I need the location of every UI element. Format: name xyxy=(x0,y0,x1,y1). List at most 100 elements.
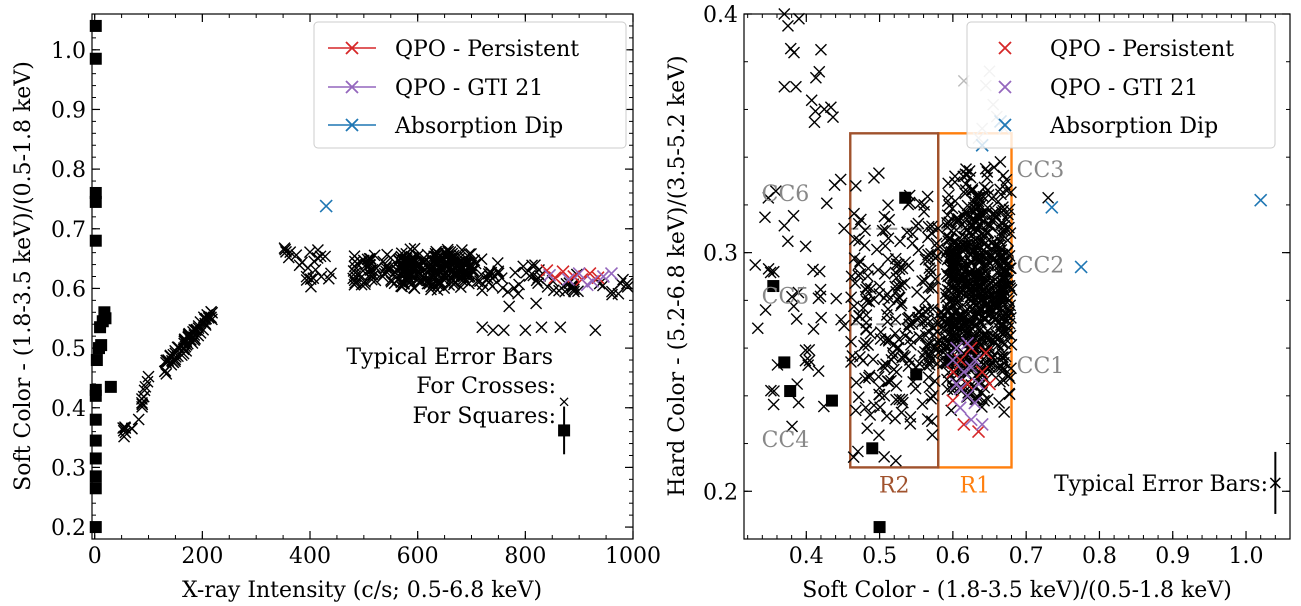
color-class-label-cc3: CC3 xyxy=(1017,158,1065,183)
right-legend-label-qpo-persistent: QPO - Persistent xyxy=(1050,37,1234,62)
left-legend-label-absorption-dip: Absorption Dip xyxy=(394,114,563,139)
data-point-cross xyxy=(463,248,476,261)
data-point-cross xyxy=(519,324,532,337)
data-point-cross xyxy=(881,253,894,266)
data-point-cross xyxy=(885,353,898,366)
data-point-cross xyxy=(977,190,990,203)
data-point-cross xyxy=(141,375,154,388)
data-point-cross xyxy=(400,266,413,279)
data-point-cross xyxy=(862,338,875,351)
data-point-cross xyxy=(867,293,880,306)
data-point-cross xyxy=(554,321,567,334)
data-point-cross xyxy=(802,359,815,372)
data-point-cross xyxy=(989,239,1002,252)
data-point-cross xyxy=(972,335,985,348)
data-point-cross xyxy=(874,401,887,414)
data-point-cross xyxy=(424,283,437,296)
data-point-cross xyxy=(778,80,791,93)
data-point-cross xyxy=(1003,203,1016,216)
data-point-cross xyxy=(785,290,798,303)
data-point-cross xyxy=(887,363,900,376)
data-point-cross xyxy=(848,233,861,246)
data-point-cross xyxy=(348,250,361,263)
data-point-qpo-gti-21 xyxy=(964,413,978,427)
data-point-cross xyxy=(917,349,930,362)
data-point-cross xyxy=(813,65,826,78)
data-point-cross xyxy=(943,216,956,229)
data-point-cross xyxy=(199,317,212,330)
left-error-note-crosses: For Crosses: xyxy=(416,374,556,399)
data-point-cross xyxy=(845,291,858,304)
data-point-cross xyxy=(925,415,938,428)
right-x-tick-label: 0.4 xyxy=(789,544,824,569)
data-point-cross xyxy=(892,341,905,354)
data-point-cross xyxy=(920,360,933,373)
data-point-cross xyxy=(476,284,489,297)
right-legend-marker-absorption-dip xyxy=(998,118,1012,132)
data-point-cross xyxy=(976,369,989,382)
left-data-points xyxy=(89,19,634,534)
data-point-cross xyxy=(943,336,956,349)
data-point-cross xyxy=(188,329,201,342)
data-point-cross xyxy=(971,200,984,213)
data-point-qpo-gti-21 xyxy=(964,360,978,374)
data-point-cross xyxy=(939,349,952,362)
data-point-square xyxy=(778,356,791,369)
left-x-axis-label: X-ray Intensity (c/s; 0.5-6.8 keV) xyxy=(182,578,542,603)
data-point-cross xyxy=(1002,294,1015,307)
data-point-cross xyxy=(951,294,964,307)
data-point-cross xyxy=(838,222,851,235)
data-point-cross xyxy=(845,335,858,348)
data-point-cross xyxy=(475,253,488,266)
data-point-cross xyxy=(199,313,211,326)
data-point-cross xyxy=(984,249,997,262)
data-point-cross xyxy=(950,212,963,225)
data-point-cross xyxy=(605,285,618,298)
right-legend-entry-qpo-persistent: QPO - Persistent xyxy=(998,37,1234,62)
data-point-cross xyxy=(311,252,324,265)
data-point-square xyxy=(910,368,923,381)
data-point-cross xyxy=(862,262,875,275)
data-point-cross xyxy=(971,263,984,276)
data-point-cross xyxy=(998,363,1011,376)
data-point-cross xyxy=(949,260,962,273)
data-point-cross xyxy=(781,235,794,248)
data-point-cross xyxy=(919,253,932,266)
data-point-cross xyxy=(941,373,953,386)
left-y-tick-label: 0.4 xyxy=(51,397,86,422)
data-point-cross xyxy=(946,202,959,215)
data-point-cross xyxy=(996,224,1009,237)
data-point-cross xyxy=(441,250,454,263)
data-point-cross xyxy=(963,227,976,240)
data-point-cross xyxy=(162,354,175,367)
data-point-cross xyxy=(457,257,469,270)
right-region-labels: R1 R2 CC1 CC2 CC3 CC4 CC5 CC6 xyxy=(762,158,1065,498)
data-point-cross xyxy=(970,393,983,406)
data-point-cross xyxy=(982,339,995,352)
data-point-cross xyxy=(929,273,942,286)
data-point-cross xyxy=(850,376,863,389)
data-point-cross xyxy=(976,329,989,342)
error-bar-square-sample xyxy=(558,424,571,437)
data-point-cross xyxy=(896,393,909,406)
right-x-tick-label: 0.7 xyxy=(1009,544,1044,569)
data-point-cross xyxy=(859,283,872,296)
data-point-cross xyxy=(964,269,977,282)
data-point-square xyxy=(866,442,879,455)
data-point-square xyxy=(825,394,838,407)
data-point-cross xyxy=(926,303,939,316)
color-class-label-cc4: CC4 xyxy=(762,428,810,453)
left-y-tick-label: 0.5 xyxy=(51,337,86,362)
data-point-cross xyxy=(535,321,548,334)
data-point-cross xyxy=(434,267,447,280)
data-point-cross xyxy=(1003,305,1016,318)
data-point-cross xyxy=(993,375,1006,388)
data-point-cross xyxy=(981,393,994,406)
data-point-cross xyxy=(872,370,885,383)
data-point-cross xyxy=(395,280,408,293)
data-point-qpo-gti-21 xyxy=(946,353,960,367)
data-point-cross xyxy=(873,280,886,293)
data-point-cross xyxy=(364,268,377,281)
right-x-tick-label: 1.0 xyxy=(1229,544,1264,569)
right-legend-entry-absorption-dip: Absorption Dip xyxy=(998,114,1218,139)
